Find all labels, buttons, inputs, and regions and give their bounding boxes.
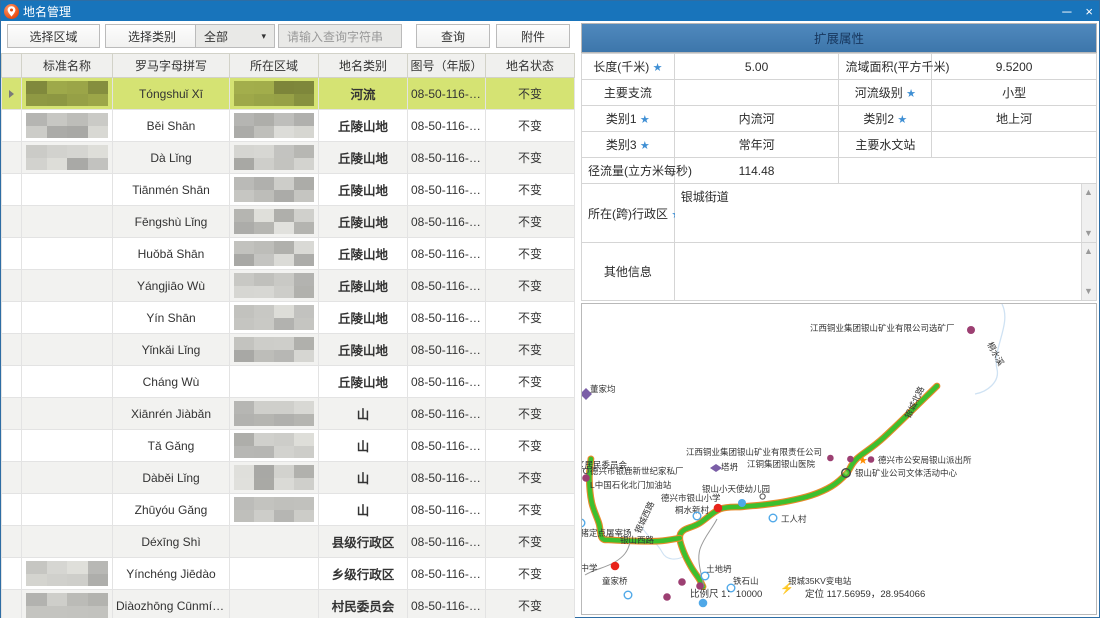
svg-text:董家均: 董家均: [590, 384, 616, 394]
svg-text:工人村: 工人村: [781, 514, 807, 524]
svg-text:童家桥: 童家桥: [602, 576, 628, 586]
svg-text:银城35KV变电站: 银城35KV变电站: [788, 576, 852, 586]
svg-text:银城西路: 银城西路: [633, 499, 657, 534]
svg-text:桐水溪: 桐水溪: [985, 340, 1006, 368]
svg-text:桐水新村: 桐水新村: [675, 505, 710, 515]
svg-text:德兴市银鹿新世纪家私厂: 德兴市银鹿新世纪家私厂: [590, 466, 684, 476]
svg-text:定位 117.56959，28.954066: 定位 117.56959，28.954066: [805, 588, 925, 600]
svg-text:银山矿业公司文体活动中心: 银山矿业公司文体活动中心: [855, 468, 958, 478]
svg-text:⚡: ⚡: [780, 582, 794, 595]
svg-text:L中国石化北门加油站: L中国石化北门加油站: [590, 480, 672, 490]
svg-text:江西铜业集团银山矿业有限责任公司: 江西铜业集团银山矿业有限责任公司: [686, 447, 822, 457]
svg-text:铁石山: 铁石山: [733, 576, 759, 586]
svg-text:★: ★: [858, 455, 868, 467]
svg-text:德兴市公安局银山派出所: 德兴市公安局银山派出所: [878, 455, 972, 465]
svg-text:比例尺 1：10000: 比例尺 1：10000: [690, 588, 762, 600]
svg-text:银山西路: 银山西路: [620, 535, 655, 545]
svg-text:塔坍: 塔坍: [721, 462, 739, 472]
svg-text:德兴市银山小学: 德兴市银山小学: [661, 493, 721, 503]
svg-text:江西铜业集团银山矿业有限公司选矿厂: 江西铜业集团银山矿业有限公司选矿厂: [810, 323, 955, 333]
svg-text:江铜集团银山医院: 江铜集团银山医院: [747, 459, 816, 469]
svg-text:都中学: 都中学: [582, 563, 598, 573]
svg-text:土地坍: 土地坍: [706, 564, 732, 574]
